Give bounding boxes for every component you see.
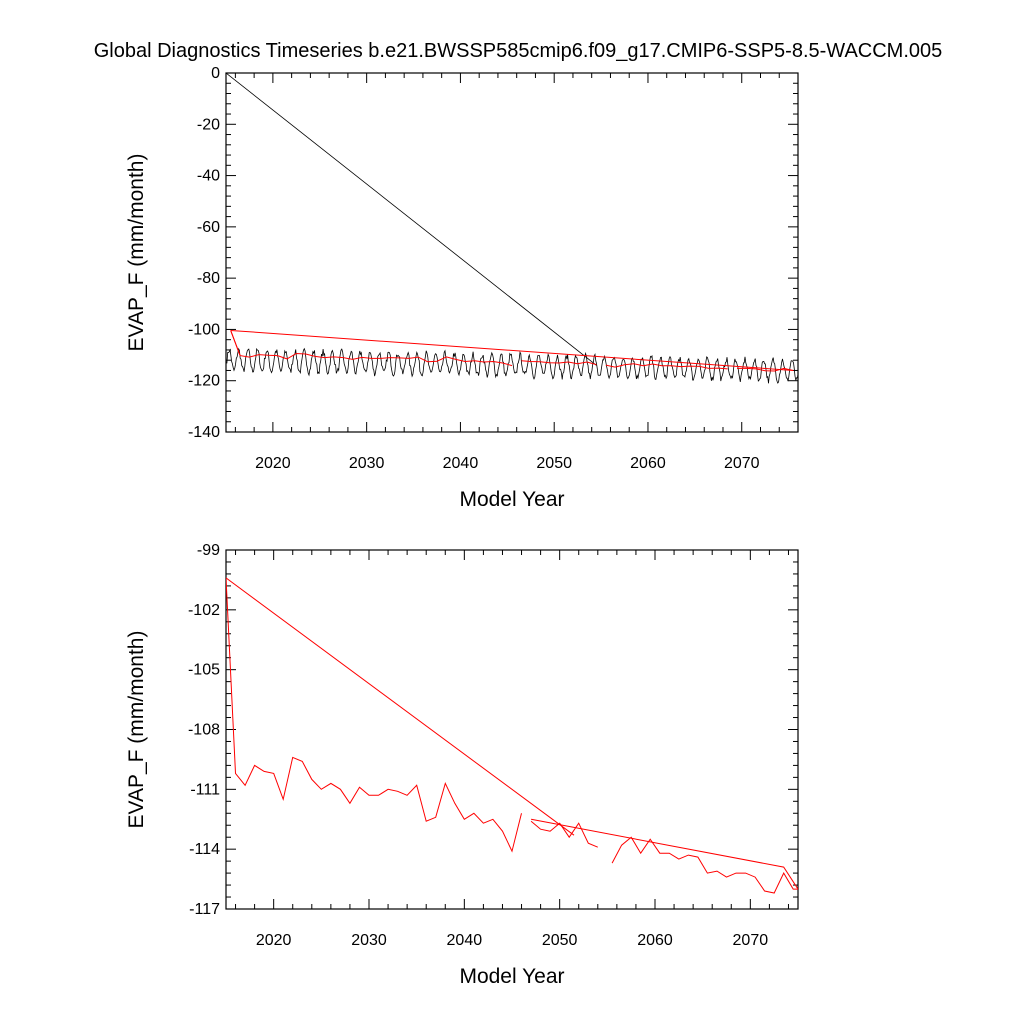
- y-tick-label: -20: [197, 116, 220, 133]
- x-tick-label: 2030: [349, 455, 385, 472]
- plot-frame: [225, 72, 799, 433]
- figure-title: Global Diagnostics Timeseries b.e21.BWSS…: [94, 40, 943, 62]
- y-axis-label: EVAP_F (mm/month): [125, 631, 148, 829]
- series-line-wrap-line-1: [226, 577, 575, 836]
- bottom-panel: -99 -102 -105 -108 -111 -114 -117 2020 2030 2040 2…: [125, 542, 799, 988]
- y-axis-label: EVAP_F (mm/month): [125, 154, 148, 352]
- x-axis-label: Model Year: [459, 965, 564, 988]
- y-tick-label: -100: [188, 321, 220, 338]
- plot-frame: [225, 549, 799, 910]
- x-tick-label: 2060: [630, 455, 666, 472]
- x-tick-label: 2040: [447, 932, 483, 949]
- y-tick-label: 0: [211, 65, 220, 82]
- plot-area: [226, 577, 798, 894]
- x-tick-label: 2070: [724, 455, 760, 472]
- y-tick-label: -99: [197, 542, 220, 559]
- y-tick-label: -40: [197, 168, 220, 185]
- y-tick-label: -102: [188, 602, 220, 619]
- x-tick-label: 2050: [542, 932, 578, 949]
- x-tick-label: 2020: [255, 455, 291, 472]
- y-tick-label: -140: [188, 424, 220, 441]
- y-tick-label: -120: [188, 373, 220, 390]
- series-line-wrap-line-2: [531, 818, 798, 890]
- x-tick-label: 2050: [536, 455, 572, 472]
- y-tick-label: -108: [188, 722, 220, 739]
- y-tick-label: -105: [188, 662, 220, 679]
- y-tick-label: -60: [197, 219, 220, 236]
- series-line-annual-3: [611, 836, 798, 894]
- top-panel: 0 -20 -40 -60 -80 -100 -120 -140 2020 2030 2040 205…: [125, 65, 799, 511]
- series-line-annual-2: [530, 820, 598, 848]
- monthly-series-line: [226, 347, 798, 384]
- series-line-annual: [226, 577, 522, 853]
- annual-series-line: [737, 367, 794, 372]
- monthly-wrap-line: [226, 73, 597, 366]
- annual-series-line: [521, 360, 597, 366]
- x-tick-label: 2060: [637, 932, 673, 949]
- annual-series-line: [605, 363, 728, 370]
- x-tick-label: 2030: [351, 932, 387, 949]
- x-tick-label: 2070: [733, 932, 769, 949]
- x-axis-label: Model Year: [459, 488, 564, 511]
- y-tick-label: -80: [197, 270, 220, 287]
- y-tick-label: -117: [189, 901, 220, 918]
- y-tick-label: -114: [189, 841, 220, 858]
- y-tick-label: -111: [190, 781, 220, 798]
- annual-series-line: [230, 330, 513, 367]
- plot-area: [226, 73, 798, 384]
- x-tick-label: 2040: [443, 455, 479, 472]
- annual-wrap-line: [230, 329, 794, 371]
- x-tick-label: 2020: [256, 932, 292, 949]
- annual-start-spike: [230, 330, 241, 356]
